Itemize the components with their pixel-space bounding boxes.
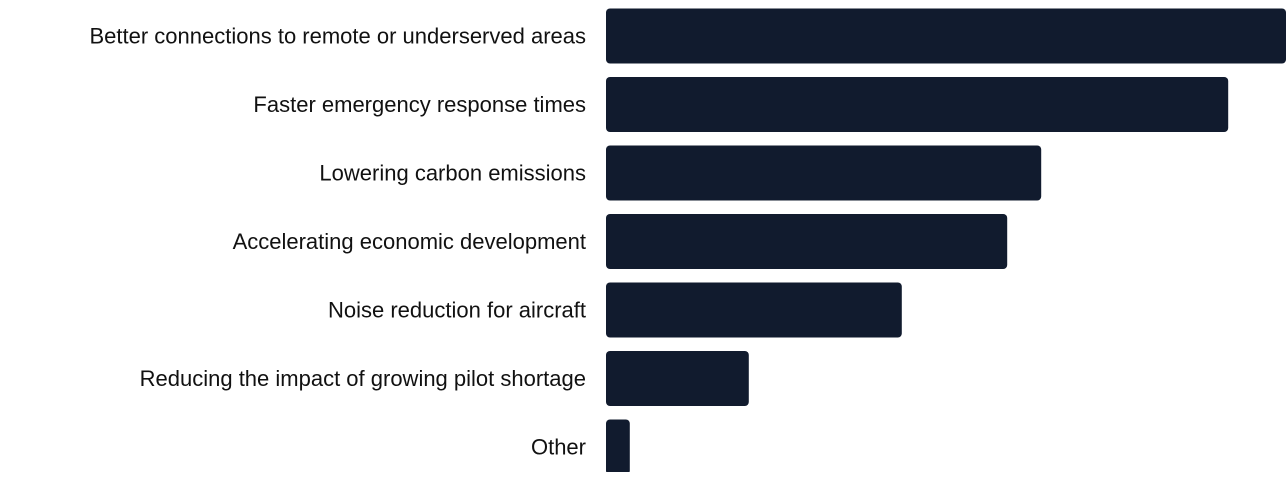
category-label: Noise reduction for aircraft bbox=[328, 298, 586, 323]
bar bbox=[606, 8, 1286, 64]
category-label: Better connections to remote or underser… bbox=[90, 24, 587, 49]
category-label: Other bbox=[531, 435, 586, 460]
bar bbox=[606, 145, 1042, 201]
category-label: Reducing the impact of growing pilot sho… bbox=[140, 366, 586, 391]
bar bbox=[606, 282, 902, 338]
bar bbox=[606, 77, 1229, 132]
bar bbox=[606, 214, 1008, 269]
category-label: Lowering carbon emissions bbox=[319, 161, 586, 186]
bars-layer bbox=[606, 8, 1286, 475]
bar bbox=[606, 419, 630, 475]
category-labels: Better connections to remote or underser… bbox=[90, 24, 587, 460]
bar bbox=[606, 351, 749, 406]
category-label: Faster emergency response times bbox=[253, 92, 586, 117]
category-label: Accelerating economic development bbox=[233, 229, 586, 254]
